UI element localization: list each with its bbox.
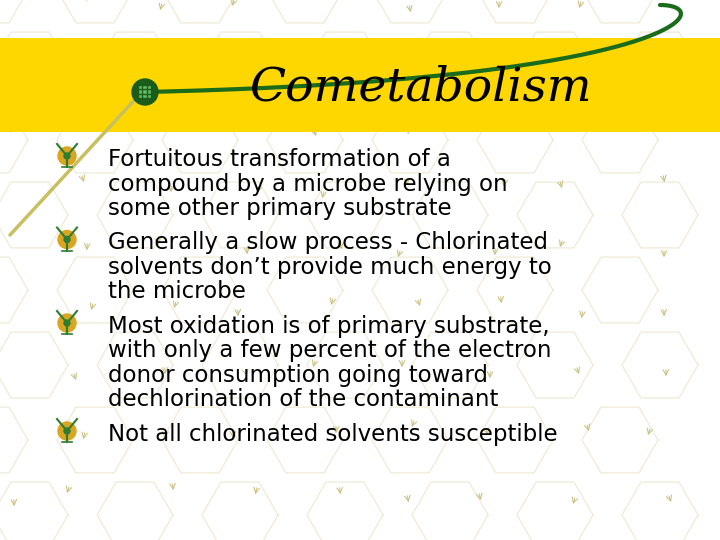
Bar <box>143 94 147 98</box>
Bar <box>139 86 143 89</box>
Text: the microbe: the microbe <box>108 280 246 303</box>
Text: some other primary substrate: some other primary substrate <box>108 197 451 220</box>
Circle shape <box>132 79 158 105</box>
Bar <box>143 90 147 94</box>
Bar <box>148 90 151 94</box>
Circle shape <box>58 231 76 248</box>
Circle shape <box>64 428 70 434</box>
Bar <box>139 94 143 98</box>
Text: Cometabolism: Cometabolism <box>248 65 591 111</box>
Text: Not all chlorinated solvents susceptible: Not all chlorinated solvents susceptible <box>108 423 557 446</box>
Bar <box>0 38 720 132</box>
Text: with only a few percent of the electron: with only a few percent of the electron <box>108 340 552 362</box>
Bar <box>139 90 143 94</box>
Circle shape <box>58 422 76 440</box>
Circle shape <box>58 147 76 165</box>
Text: dechlorination of the contaminant: dechlorination of the contaminant <box>108 388 498 411</box>
Circle shape <box>64 320 70 326</box>
Text: donor consumption going toward: donor consumption going toward <box>108 364 488 387</box>
Text: Generally a slow process - Chlorinated: Generally a slow process - Chlorinated <box>108 232 548 254</box>
Circle shape <box>58 314 76 332</box>
Text: Most oxidation is of primary substrate,: Most oxidation is of primary substrate, <box>108 315 549 338</box>
Bar <box>148 94 151 98</box>
Circle shape <box>64 153 70 159</box>
Text: Fortuitous transformation of a: Fortuitous transformation of a <box>108 148 451 171</box>
Text: compound by a microbe relying on: compound by a microbe relying on <box>108 172 508 195</box>
Bar <box>143 86 147 89</box>
Circle shape <box>64 237 70 242</box>
Bar <box>148 86 151 89</box>
Text: solvents don’t provide much energy to: solvents don’t provide much energy to <box>108 256 552 279</box>
